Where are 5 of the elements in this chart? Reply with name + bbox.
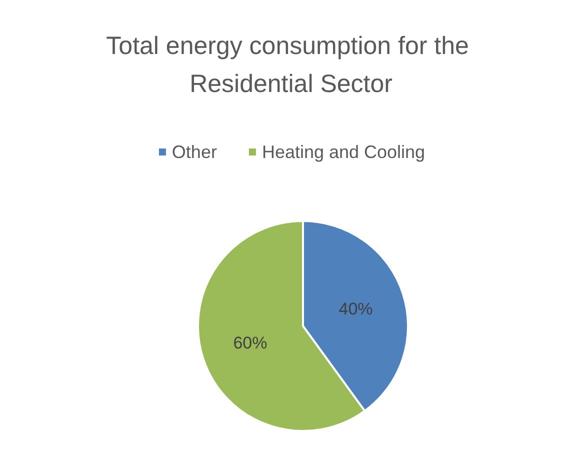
chart-title: Total energy consumption for the Residential Sector: [106, 32, 476, 98]
legend-label: Heating and Cooling: [262, 142, 426, 162]
data-label: 60%: [233, 334, 268, 353]
data-label: 40%: [338, 299, 373, 318]
legend-label: Other: [172, 142, 217, 162]
